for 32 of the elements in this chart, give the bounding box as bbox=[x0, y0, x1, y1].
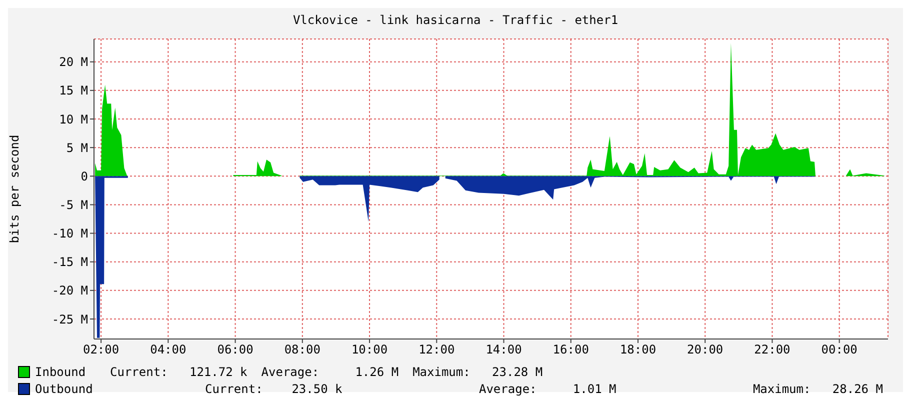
x-tick-label: 04:00 bbox=[150, 342, 186, 357]
x-tick-label: 12:00 bbox=[418, 342, 455, 357]
x-tick-label: 00:00 bbox=[821, 342, 858, 357]
text: Maximum: 28.26 M bbox=[752, 382, 883, 396]
y-tick-label: -5 M bbox=[59, 198, 88, 212]
y-tick-label: -20 M bbox=[52, 284, 88, 298]
y-tick-label: 5 M bbox=[66, 140, 88, 155]
text: Current: 121.72 k bbox=[110, 364, 248, 378]
y-tick-label: 10 M bbox=[59, 112, 88, 126]
text: Average: 1.01 M bbox=[478, 382, 616, 396]
x-tick-label: 18:00 bbox=[620, 342, 656, 357]
text: Average: 1.26 M bbox=[261, 364, 399, 378]
text: Current: 23.50 k bbox=[205, 382, 342, 396]
x-tick-label: 10:00 bbox=[351, 342, 388, 357]
y-tick-label: 20 M bbox=[59, 55, 88, 70]
chart-title: Vlckovice - link hasicarna - Traffic - ether1 bbox=[292, 12, 620, 29]
y-tick-label: -25 M bbox=[52, 312, 88, 326]
x-tick-label: 16:00 bbox=[552, 342, 589, 357]
y-axis-title: bits per second bbox=[7, 134, 22, 244]
x-tick-label: 06:00 bbox=[217, 342, 254, 357]
x-tick-label: 22:00 bbox=[754, 342, 790, 357]
x-tick-label: 08:00 bbox=[284, 342, 320, 357]
y-tick-label: -15 M bbox=[52, 255, 88, 270]
y-tick-label: 0 bbox=[80, 169, 88, 184]
legend-label: Inbound bbox=[35, 364, 87, 378]
y-tick-label: 15 M bbox=[59, 84, 88, 98]
text: Maximum: 23.28 M bbox=[412, 364, 543, 378]
y-tick-label: -10 M bbox=[52, 226, 88, 241]
x-tick-label: 02:00 bbox=[82, 342, 120, 357]
x-tick-label: 20:00 bbox=[687, 342, 724, 357]
x-tick-label: 14:00 bbox=[486, 342, 522, 357]
legend-label: Outbound bbox=[35, 382, 94, 396]
